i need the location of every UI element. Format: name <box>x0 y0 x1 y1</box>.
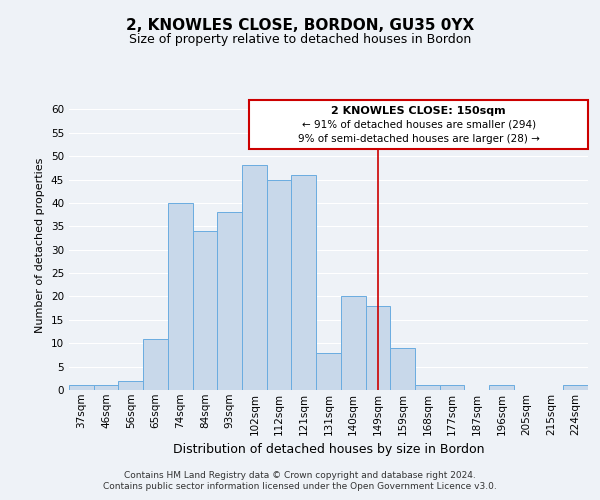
Bar <box>94 386 118 390</box>
Text: 2, KNOWLES CLOSE, BORDON, GU35 0YX: 2, KNOWLES CLOSE, BORDON, GU35 0YX <box>126 18 474 32</box>
FancyBboxPatch shape <box>250 100 588 149</box>
Bar <box>118 380 143 390</box>
Bar <box>415 386 440 390</box>
Text: 9% of semi-detached houses are larger (28) →: 9% of semi-detached houses are larger (2… <box>298 134 539 143</box>
Bar <box>365 306 390 390</box>
Text: Contains public sector information licensed under the Open Government Licence v3: Contains public sector information licen… <box>103 482 497 491</box>
Bar <box>390 348 415 390</box>
Bar <box>489 386 514 390</box>
Bar <box>440 386 464 390</box>
Bar <box>69 386 94 390</box>
Text: Contains HM Land Registry data © Crown copyright and database right 2024.: Contains HM Land Registry data © Crown c… <box>124 471 476 480</box>
Text: Size of property relative to detached houses in Bordon: Size of property relative to detached ho… <box>129 32 471 46</box>
Bar <box>316 352 341 390</box>
Text: ← 91% of detached houses are smaller (294): ← 91% of detached houses are smaller (29… <box>302 120 536 130</box>
Bar <box>242 166 267 390</box>
Bar <box>217 212 242 390</box>
Text: 2 KNOWLES CLOSE: 150sqm: 2 KNOWLES CLOSE: 150sqm <box>331 106 506 116</box>
Bar <box>193 231 217 390</box>
X-axis label: Distribution of detached houses by size in Bordon: Distribution of detached houses by size … <box>173 443 484 456</box>
Bar <box>341 296 365 390</box>
Bar <box>143 338 168 390</box>
Bar <box>267 180 292 390</box>
Bar <box>292 175 316 390</box>
Bar <box>168 203 193 390</box>
Y-axis label: Number of detached properties: Number of detached properties <box>35 158 46 332</box>
Bar <box>563 386 588 390</box>
